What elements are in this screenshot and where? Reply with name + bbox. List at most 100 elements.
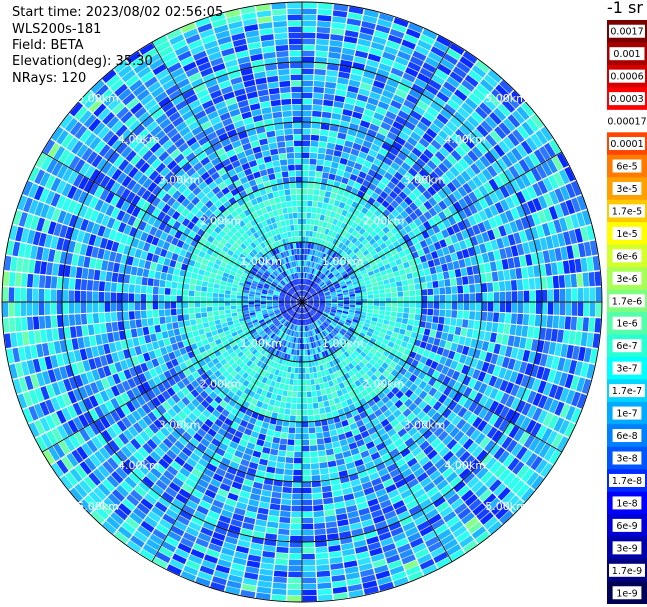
ppi-gate <box>292 331 296 337</box>
ppi-gate <box>44 315 52 329</box>
ppi-gate <box>28 259 36 274</box>
ppi-gate <box>129 366 138 378</box>
ppi-gate <box>68 302 75 314</box>
ppi-gate <box>310 323 314 330</box>
ppi-gate <box>279 86 291 94</box>
ppi-gate <box>408 570 424 582</box>
ppi-gate <box>425 536 440 548</box>
ppi-gate <box>361 574 376 583</box>
ppi-gate <box>196 404 206 413</box>
ppi-gate <box>72 402 83 416</box>
ppi-gate <box>484 475 498 488</box>
ppi-gate <box>188 296 195 302</box>
ppi-gate <box>318 308 324 312</box>
ppi-gate <box>231 291 237 295</box>
ppi-gate <box>84 384 94 397</box>
ppi-gate <box>277 456 286 463</box>
ppi-gate <box>92 313 100 324</box>
ppi-gate <box>311 475 321 482</box>
ppi-gate <box>386 414 396 423</box>
ppi-gate <box>197 532 212 543</box>
ppi-gate <box>113 262 120 273</box>
ppi-gate <box>347 355 354 363</box>
ppi-gate <box>278 528 290 536</box>
ppi-gate <box>211 576 227 586</box>
ppi-gate <box>332 489 343 497</box>
ppi-gate <box>294 451 302 458</box>
ppi-gate <box>162 353 171 363</box>
ppi-gate <box>403 348 411 356</box>
ppi-gate <box>243 516 256 525</box>
ppi-gate <box>543 382 553 396</box>
ppi-gate <box>320 123 330 131</box>
ppi-gate <box>120 480 133 493</box>
ppi-gate <box>138 480 151 493</box>
ppi-gate <box>401 554 416 565</box>
ppi-gate <box>111 471 124 484</box>
ppi-gate <box>557 357 566 372</box>
ppi-gate <box>456 418 467 430</box>
ppi-gate <box>538 443 551 458</box>
ppi-gate <box>162 411 173 422</box>
ppi-gate <box>304 307 308 313</box>
ppi-gate <box>472 416 483 429</box>
ppi-gate <box>333 344 340 350</box>
ppi-gate <box>394 364 402 372</box>
ppi-gate <box>322 431 331 438</box>
ppi-gate <box>168 503 182 515</box>
ppi-gate <box>137 463 150 476</box>
ppi-gate <box>321 351 327 358</box>
ppi-gate <box>272 334 278 341</box>
ppi-gate <box>116 382 126 394</box>
ppi-gate <box>551 433 564 449</box>
ppi-gate <box>207 510 220 520</box>
ppi-gate <box>433 426 444 438</box>
ppi-gate <box>324 350 329 357</box>
ppi-gate <box>158 496 171 508</box>
ppi-gate <box>58 440 71 455</box>
ppi-gate <box>56 459 69 474</box>
ppi-gate <box>364 421 374 430</box>
ppi-gate <box>110 292 117 302</box>
ppi-gate <box>165 486 178 498</box>
ppi-gate <box>383 423 394 433</box>
ppi-gate <box>281 326 286 332</box>
ppi-gate <box>170 444 181 456</box>
ppi-gate <box>208 543 222 553</box>
ppi-gate <box>223 503 235 513</box>
ppi-gate <box>433 353 442 363</box>
ppi-gate <box>275 394 282 402</box>
ppi-gate <box>463 386 473 398</box>
ppi-gate <box>315 313 321 318</box>
ppi-gate <box>44 275 52 289</box>
ppi-gate <box>376 526 390 536</box>
ppi-gate <box>519 337 527 349</box>
ppi-gate <box>297 325 300 332</box>
ppi-gate <box>266 429 275 437</box>
ppi-gate <box>185 499 199 510</box>
ppi-gate <box>374 340 382 347</box>
ppi-gate <box>237 425 246 433</box>
ppi-gate <box>260 303 267 307</box>
ppi-gate <box>340 400 348 408</box>
ppi-gate <box>421 308 428 315</box>
ppi-gate <box>267 515 279 523</box>
ppi-gate <box>334 350 341 357</box>
ppi-gate <box>350 353 357 360</box>
ppi-gate <box>319 467 329 475</box>
ppi-gate <box>298 367 302 374</box>
ppi-gate <box>146 471 159 484</box>
ppi-gate <box>278 338 283 345</box>
ppi-gate <box>201 312 208 318</box>
ppi-gate <box>219 400 228 409</box>
ppi-gate <box>503 369 513 381</box>
ppi-gate <box>104 400 115 413</box>
ppi-gate <box>257 353 264 360</box>
ppi-gate <box>505 302 512 313</box>
ppi-gate <box>384 458 395 467</box>
ppi-gate <box>261 489 272 497</box>
ppi-gate <box>287 589 302 596</box>
ppi-gate <box>253 392 261 401</box>
ppi-gate <box>373 483 385 492</box>
ppi-gate <box>286 354 291 361</box>
